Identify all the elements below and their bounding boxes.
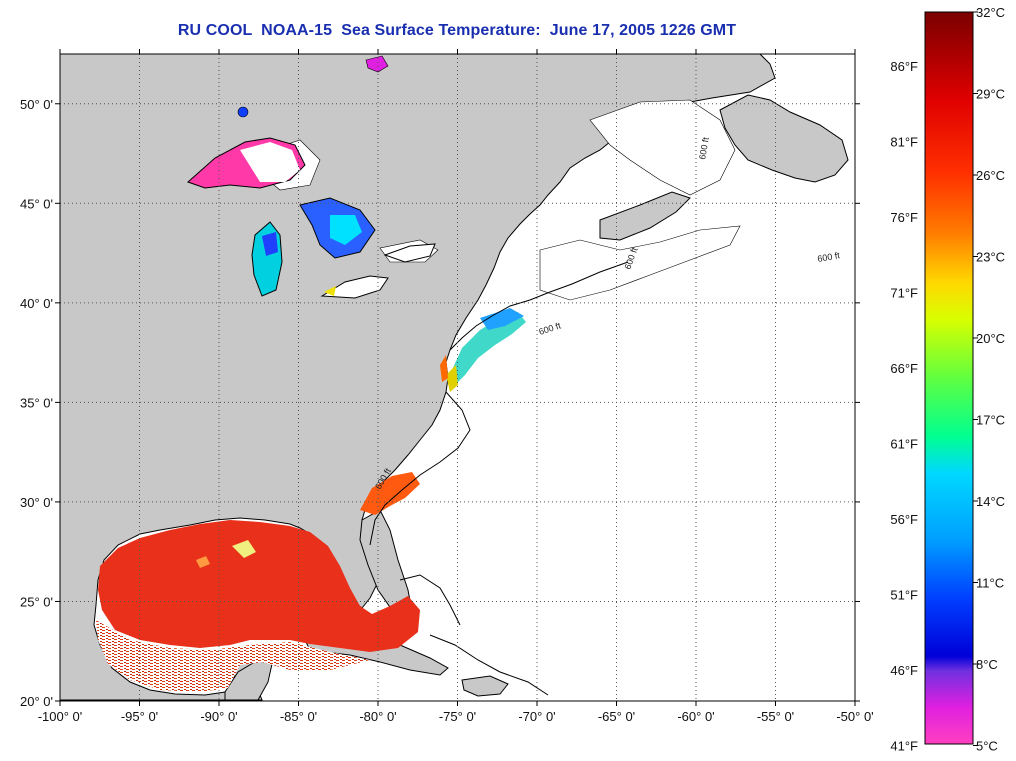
colorbar-f-label: 61°F (890, 437, 918, 452)
lat-tick-label: 50° 0' (20, 97, 53, 112)
colorbar-f-label: 76°F (890, 210, 918, 225)
southeast-shelf-sst (360, 472, 420, 515)
lon-tick-label: -90° 0' (200, 709, 237, 724)
lat-tick-label: 40° 0' (20, 296, 53, 311)
lat-tick-label: 20° 0' (20, 694, 53, 709)
colorbar-f-label: 66°F (890, 361, 918, 376)
lat-tick-label: 45° 0' (20, 196, 53, 211)
isobath-label: 600 ft (817, 250, 841, 264)
lon-tick-label: -100° 0' (38, 709, 83, 724)
colorbar-celsius-labels: 32°C 29°C 26°C 23°C 20°C 17°C 14°C 11°C 8°C 5°C (973, 5, 1005, 754)
lon-tick-label: -80° 0' (359, 709, 396, 724)
mid-atlantic-sst (440, 308, 526, 392)
colorbar-c-label: 20°C (976, 331, 1005, 346)
lake-nipigon (237, 106, 249, 118)
lake-erie (320, 275, 389, 299)
colorbar-c-label: 14°C (976, 494, 1005, 509)
lon-tick-label: -75° 0' (439, 709, 476, 724)
isobath-label: 600 ft (697, 136, 711, 160)
lon-tick-label: -65° 0' (598, 709, 635, 724)
lat-tick-label: 35° 0' (20, 395, 53, 410)
colorbar-f-label: 46°F (890, 663, 918, 678)
temperature-colorbar: 86°F 81°F 76°F 71°F 66°F 61°F 56°F 51°F 46°F 41°F… (890, 5, 1005, 754)
colorbar-c-label: 32°C (976, 5, 1005, 20)
land-yucatan (224, 659, 273, 701)
colorbar-c-label: 11°C (976, 576, 1004, 591)
land-nova-scotia (599, 191, 691, 241)
lat-tick-label: 30° 0' (20, 495, 53, 510)
lon-tick-label: -85° 0' (280, 709, 317, 724)
colorbar-c-label: 29°C (976, 87, 1005, 102)
land-hispaniola (461, 675, 509, 697)
lat-tick-label: 25° 0' (20, 594, 53, 609)
colorbar-c-label: 8°C (976, 657, 998, 672)
graticule (60, 54, 855, 701)
lake-ontario (383, 243, 436, 263)
latitude-axis: 20° 0' 25° 0' 30° 0' 35° 0' 40° 0' 45° 0' 50° … (20, 97, 860, 709)
colorbar-gradient (924, 11, 974, 745)
colorbar-f-label: 51°F (890, 588, 918, 603)
colorbar-c-label: 5°C (976, 739, 998, 754)
colorbar-f-label: 81°F (890, 135, 918, 150)
colorbar-f-label: 56°F (890, 512, 918, 527)
gulf-of-mexico-sst (96, 520, 420, 692)
great-lakes-sst (187, 55, 436, 299)
longitude-axis: -100° 0' -95° 0' -90° 0' -85° 0' -80° 0' -75°… (38, 49, 874, 724)
colorbar-f-label: 86°F (890, 59, 918, 74)
lon-tick-label: -70° 0' (518, 709, 555, 724)
colorbar-f-label: 71°F (890, 286, 918, 301)
colorbar-fahrenheit-labels: 86°F 81°F 76°F 71°F 66°F 61°F 56°F 51°F 46°F 41°F (890, 59, 918, 754)
colorbar-c-label: 17°C (976, 413, 1005, 428)
lon-tick-label: -95° 0' (121, 709, 158, 724)
coastline-detail (369, 261, 629, 696)
colorbar-c-label: 26°C (976, 168, 1005, 183)
lon-tick-label: -60° 0' (677, 709, 714, 724)
colorbar-f-label: 41°F (890, 739, 918, 754)
map-title: RU COOL NOAA-15 Sea Surface Temperature:… (177, 22, 737, 39)
colorbar-c-label: 23°C (976, 250, 1005, 265)
lon-tick-label: -55° 0' (757, 709, 794, 724)
lon-tick-label: -50° 0' (836, 709, 873, 724)
land-layer (59, 53, 849, 701)
